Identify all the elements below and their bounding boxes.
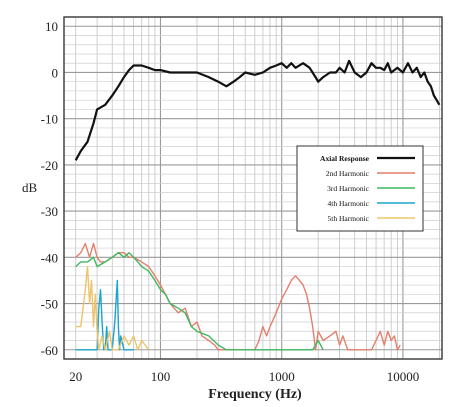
y-tick-label: -60 (41, 343, 58, 358)
series-line-3rd-harmonic (75, 251, 324, 351)
series-layer (74, 59, 441, 351)
plot-frame (63, 16, 443, 360)
y-axis-label: dB (22, 180, 38, 195)
legend-label: Axial Response (320, 154, 370, 163)
legend-label: 5th Harmonic (328, 214, 370, 223)
legend-label: 2nd Harmonic (326, 169, 370, 178)
y-tick-label: -50 (41, 297, 58, 312)
x-axis-label: Frequency (Hz) (208, 387, 302, 402)
x-tick-label: 10000 (387, 369, 420, 384)
y-tick-label: -20 (41, 158, 58, 173)
x-tick-label: 1000 (269, 369, 295, 384)
y-tick-label: -30 (41, 204, 58, 219)
series-line-axial-response (74, 59, 441, 161)
y-tick-label: 0 (52, 65, 59, 80)
y-tick-label: -40 (41, 250, 58, 265)
y-tick-label: 10 (45, 19, 58, 34)
series-line-2nd-harmonic (75, 242, 401, 351)
legend: Axial Response 2nd Harmonic 3rd Harmonic 4t… (296, 145, 424, 232)
legend-label: 3rd Harmonic (327, 184, 370, 193)
series-line-5th-harmonic (75, 265, 150, 351)
series-line-4th-harmonic (75, 279, 134, 351)
x-tick-label: 100 (151, 369, 171, 384)
y-tick-label: -10 (41, 112, 58, 127)
x-tick-label: 20 (69, 369, 82, 384)
legend-label: 4th Harmonic (328, 199, 370, 208)
